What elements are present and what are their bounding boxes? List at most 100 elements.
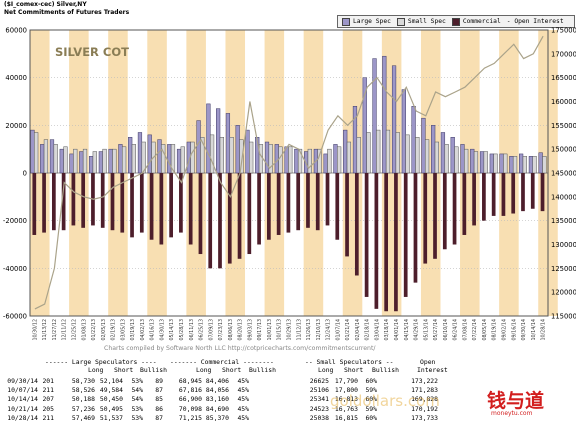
bar-commercial <box>120 173 125 233</box>
table-cell: 60% <box>365 413 377 422</box>
table-cell: 25038 <box>309 413 329 422</box>
table-cell: 45% <box>237 404 249 413</box>
right-axis-tick-label: 160000 <box>551 98 576 106</box>
bar-large-spec <box>235 125 240 174</box>
left-axis-tick-label: -60000 <box>3 313 27 321</box>
open-interest-polyline <box>34 35 544 310</box>
table-row: 10/28/14 211 57,469 51,537 53% 87 71,215 85,370… <box>0 414 576 423</box>
bar-commercial <box>364 173 369 297</box>
table-cell: 26625 <box>309 377 329 385</box>
table-cell: 49,584 <box>99 386 123 395</box>
table-cell: 68,945 <box>178 377 202 385</box>
bar-small-spec <box>278 146 283 174</box>
bar-commercial <box>198 173 203 255</box>
right-axis-ticks: 175000 170000 165000 160000 155000 150000 1450… <box>551 27 576 321</box>
bar-large-spec <box>206 103 211 174</box>
bar-small-spec <box>483 151 488 174</box>
table-cell: 52,104 <box>99 377 123 385</box>
table-cell: 211 <box>42 386 54 395</box>
bar-large-spec <box>274 144 279 174</box>
bar-small-spec <box>503 153 508 174</box>
table-cell: 45% <box>237 377 249 385</box>
bar-small-spec <box>229 137 234 174</box>
left-axis-tick-label: 60000 <box>5 27 27 35</box>
bar-small-spec <box>219 137 224 174</box>
bar-large-spec <box>431 125 436 174</box>
bar-large-spec <box>98 151 103 174</box>
table-cell: 16,815 <box>334 413 358 422</box>
bar-large-spec <box>499 153 504 174</box>
bar-small-spec <box>522 156 527 174</box>
right-axis-tick-label: 140000 <box>551 193 576 201</box>
bar-small-spec <box>424 139 430 174</box>
left-axis-tick-label: -40000 <box>3 265 27 273</box>
bar-large-spec <box>343 129 348 174</box>
bar-small-spec <box>385 129 391 174</box>
legend-label-open-interest: - Open Interest <box>506 18 564 25</box>
bar-large-spec <box>137 132 143 174</box>
watermark: goldollars.com <box>330 392 440 410</box>
x-axis-tick-label: 08/20/13 <box>238 319 244 341</box>
table-cell: 16,763 <box>334 404 358 413</box>
bar-commercial <box>32 173 37 235</box>
legend-item-large-spec: Large Spec <box>342 17 391 26</box>
column-header: Long <box>88 366 104 374</box>
x-axis-tick-label: 09/16/14 <box>511 319 517 341</box>
right-axis-tick-label: 125000 <box>551 265 576 273</box>
bar-commercial <box>335 173 340 240</box>
bar-small-spec <box>512 156 518 174</box>
table-column-header-row: Long Short Bullish Long Short Bullish Long Shor… <box>0 366 576 375</box>
column-header: Bullish <box>249 366 276 374</box>
x-axis-tick-label: 04/16/13 <box>150 319 156 341</box>
bar-commercial <box>501 173 506 216</box>
site-logo: 钱与道 <box>487 390 545 412</box>
bar-small-spec <box>92 151 97 174</box>
bar-large-spec <box>79 151 84 174</box>
group-header-open: Open <box>420 358 436 366</box>
right-axis-tick-label: 150000 <box>551 146 576 154</box>
open-interest-line <box>34 35 544 310</box>
table-cell: 87 <box>155 386 163 395</box>
table-row: 10/07/14 211 58,526 49,584 54% 87 67,816 84,056… <box>0 386 576 395</box>
bar-small-spec <box>464 148 469 174</box>
x-axis-tick-label: 12/24/13 <box>326 319 332 341</box>
legend-swatch-small-spec <box>396 17 405 26</box>
bar-small-spec <box>307 148 312 174</box>
right-axis-tick-label: 115000 <box>551 313 576 321</box>
table-row: 10/21/14 205 57,236 50,495 53% 86 70,098 84,690… <box>0 405 576 414</box>
bar-small-spec <box>131 144 137 174</box>
chart-credit: Charts compiled by Software North LLC ht… <box>104 345 376 352</box>
x-axis-tick-label: 05/27/14 <box>433 319 439 341</box>
bar-small-spec <box>356 137 361 174</box>
bar-small-spec <box>112 148 117 174</box>
left-axis-ticks: 60000 40000 20000 0 -20000 -40000 -60000 <box>3 27 27 321</box>
x-axis-tick-label: 08/06/13 <box>228 319 234 341</box>
x-axis-tick-label: 03/18/14 <box>384 319 390 341</box>
group-header-large-speculators: ------ Large Speculators ---- <box>45 358 157 366</box>
bar-small-spec <box>190 141 195 174</box>
bar-small-spec <box>493 153 498 174</box>
bar-small-spec <box>376 129 381 174</box>
x-axis-tick-label: 06/10/14 <box>443 319 449 341</box>
bar-commercial <box>482 173 486 221</box>
table-cell: 201 <box>42 377 54 385</box>
bar-small-spec <box>82 148 88 174</box>
bar-commercial <box>169 173 173 238</box>
bar-small-spec <box>366 132 371 174</box>
x-axis-tick-label: 11/26/13 <box>306 319 312 341</box>
x-axis-tick-label: 04/30/13 <box>159 319 165 341</box>
bar-commercial <box>413 173 418 283</box>
x-axis-tick-label: 01/07/14 <box>335 319 341 341</box>
table-cell: 169,828 <box>411 395 438 404</box>
x-axis-tick-label: 01/22/13 <box>91 319 97 341</box>
table-cell: 60% <box>365 395 377 404</box>
bar-large-spec <box>391 65 397 174</box>
bar-large-spec <box>88 156 94 174</box>
bar-commercial <box>491 173 496 216</box>
bar-commercial <box>423 173 428 264</box>
bar-small-spec <box>337 146 342 174</box>
table-cell: 10/28/14 <box>7 413 38 422</box>
table-cell: 173,733 <box>411 413 438 422</box>
x-axis-tick-label: 09/02/14 <box>502 319 508 341</box>
bar-commercial <box>257 173 261 245</box>
